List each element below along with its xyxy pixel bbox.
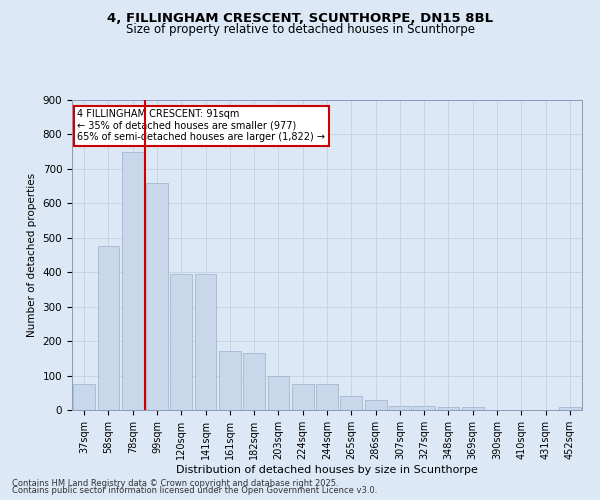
Bar (97, 246, 119, 410)
Bar (437, 406, 460, 410)
Text: Size of property relative to detached houses in Scunthorpe: Size of property relative to detached ho… (125, 24, 475, 36)
X-axis label: Distribution of detached houses by size in Scunthorpe: Distribution of detached houses by size … (176, 464, 478, 474)
Bar (268, 376, 289, 410)
Bar (340, 396, 362, 410)
Bar (73, 384, 95, 410)
Bar (243, 353, 265, 410)
Y-axis label: Number of detached properties: Number of detached properties (27, 173, 37, 337)
Bar (292, 384, 314, 410)
Bar (389, 406, 411, 410)
Text: 4, FILLINGHAM CRESCENT, SCUNTHORPE, DN15 8BL: 4, FILLINGHAM CRESCENT, SCUNTHORPE, DN15… (107, 12, 493, 26)
Bar (559, 407, 581, 410)
Bar (146, 182, 168, 410)
Bar (365, 400, 386, 410)
Bar (122, 152, 143, 410)
Bar (219, 352, 241, 410)
Text: Contains public sector information licensed under the Open Government Licence v3: Contains public sector information licen… (12, 486, 377, 495)
Bar (170, 274, 192, 410)
Bar (413, 406, 435, 410)
Text: Contains HM Land Registry data © Crown copyright and database right 2025.: Contains HM Land Registry data © Crown c… (12, 478, 338, 488)
Bar (194, 274, 217, 410)
Bar (316, 384, 338, 410)
Bar (462, 407, 484, 410)
Text: 4 FILLINGHAM CRESCENT: 91sqm
← 35% of detached houses are smaller (977)
65% of s: 4 FILLINGHAM CRESCENT: 91sqm ← 35% of de… (77, 110, 325, 142)
